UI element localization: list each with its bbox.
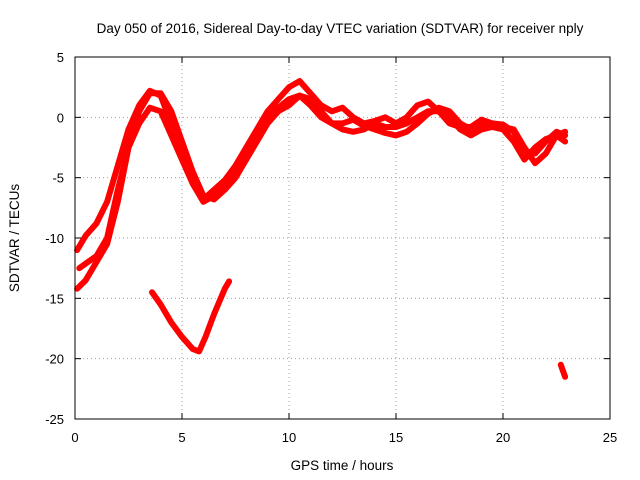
x-tick-label: 20 bbox=[496, 430, 510, 445]
y-tick-label: -20 bbox=[45, 352, 64, 367]
series-track-e bbox=[557, 361, 569, 380]
data-series bbox=[74, 78, 569, 380]
y-tick-label: -10 bbox=[45, 231, 64, 246]
x-tick-label: 5 bbox=[178, 430, 185, 445]
y-axis-label: SDTVAR / TECUs bbox=[7, 184, 22, 293]
series-track-d bbox=[149, 278, 233, 355]
grid bbox=[75, 57, 610, 419]
y-tick-label: -5 bbox=[52, 171, 64, 186]
y-tick-label: 0 bbox=[57, 110, 64, 125]
x-tick-label: 0 bbox=[71, 430, 78, 445]
x-tick-label: 25 bbox=[603, 430, 617, 445]
x-tick-label: 15 bbox=[389, 430, 403, 445]
x-axis-label: GPS time / hours bbox=[291, 458, 394, 473]
y-tick-label: 5 bbox=[57, 50, 64, 65]
axis-ticks: 0 5 10 15 20 25 -25 -20 -15 -10 -5 0 5 bbox=[45, 50, 617, 445]
series-track-c bbox=[74, 78, 569, 254]
chart-title: Day 050 of 2016, Sidereal Day-to-day VTE… bbox=[97, 21, 584, 36]
y-tick-label: -15 bbox=[45, 291, 64, 306]
x-tick-label: 10 bbox=[282, 430, 296, 445]
series-track-b bbox=[76, 92, 569, 272]
y-tick-label: -25 bbox=[45, 412, 64, 427]
